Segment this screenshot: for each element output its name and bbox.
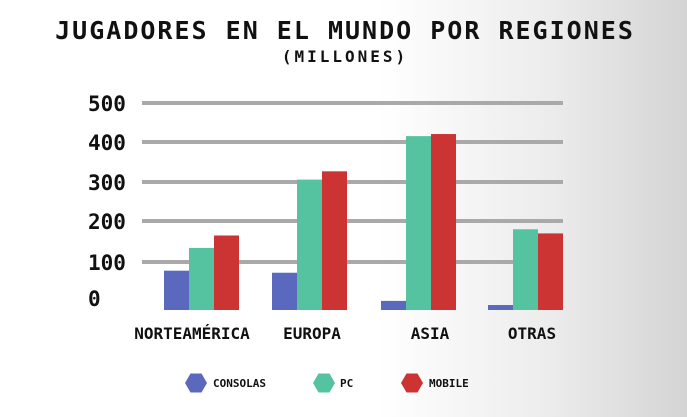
- y-axis-ticks: 0 100 200 300 400 500: [88, 92, 126, 311]
- bar-mobile-2: [431, 134, 456, 310]
- bar-mobile-3: [538, 233, 563, 310]
- y-tick-label: 0: [88, 287, 101, 311]
- grid: [142, 101, 563, 264]
- bar-pc-1: [297, 179, 322, 310]
- y-tick-label: 300: [88, 171, 126, 195]
- y-tick-label: 500: [88, 92, 126, 116]
- x-axis-categories: NORTEAMÉRICA EUROPA ASIA OTRAS: [134, 324, 556, 343]
- bar-pc-0: [189, 247, 214, 310]
- legend-label: PC: [340, 377, 353, 390]
- y-tick-label: 100: [88, 251, 126, 275]
- bar-mobile-1: [322, 171, 347, 310]
- category-label: OTRAS: [508, 324, 556, 343]
- legend-label: CONSOLAS: [213, 377, 266, 390]
- category-label: NORTEAMÉRICA: [134, 324, 250, 343]
- category-label: EUROPA: [283, 324, 341, 343]
- legend-hexagon-icon: [185, 373, 207, 393]
- chart-subtitle: (MILLONES): [282, 47, 408, 66]
- bar-mobile-0: [214, 235, 239, 310]
- bar-pc-3: [513, 229, 538, 310]
- y-tick-label: 200: [88, 210, 126, 234]
- legend-label: MOBILE: [429, 377, 469, 390]
- bar-pc-2: [406, 136, 431, 310]
- bars: [164, 134, 563, 310]
- bar-consolas-3: [488, 305, 513, 310]
- y-tick-label: 400: [88, 131, 126, 155]
- category-label: ASIA: [411, 324, 450, 343]
- bar-consolas-2: [381, 300, 406, 310]
- legend-hexagon-icon: [313, 373, 335, 393]
- bar-consolas-1: [272, 272, 297, 310]
- legend-hexagon-icon: [401, 373, 423, 393]
- legend: CONSOLAS PC MOBILE: [185, 373, 469, 393]
- chart-title: JUGADORES EN EL MUNDO POR REGIONES: [55, 16, 635, 45]
- bar-consolas-0: [164, 270, 189, 310]
